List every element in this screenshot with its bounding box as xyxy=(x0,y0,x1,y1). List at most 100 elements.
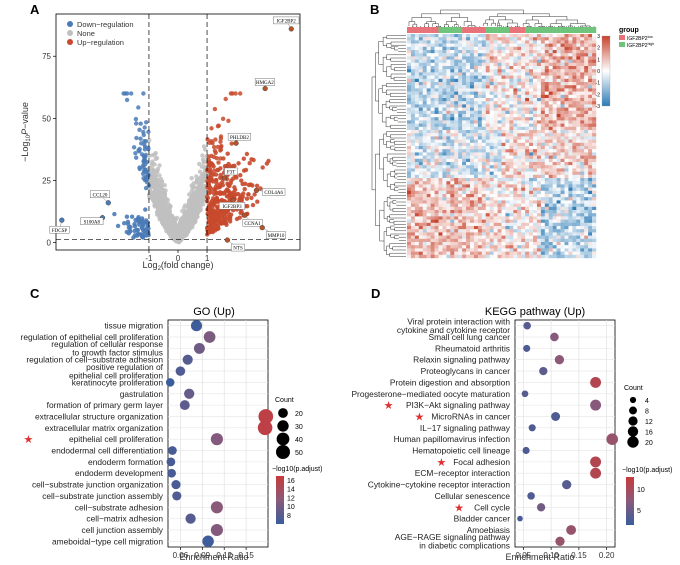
heatmap-cell xyxy=(442,171,447,175)
heatmap-cell xyxy=(513,85,518,89)
heatmap-cell xyxy=(544,56,549,60)
heatmap-cell xyxy=(588,126,593,131)
heatmap-cell xyxy=(418,117,423,121)
volcano-point xyxy=(209,126,214,131)
heatmap-cell xyxy=(548,56,553,60)
volcano-point xyxy=(137,146,142,152)
heatmap-cell xyxy=(434,110,439,115)
group-annotation-cell xyxy=(493,27,498,33)
heatmap-cell xyxy=(458,133,463,137)
heatmap-cell xyxy=(485,91,490,95)
heatmap-cell xyxy=(521,168,526,172)
heatmap-cell xyxy=(529,62,534,67)
heatmap-cell xyxy=(556,85,561,89)
heatmap-cell xyxy=(525,37,530,41)
heatmap-cell xyxy=(556,110,561,115)
heatmap-cell xyxy=(497,66,502,70)
heatmap-cell xyxy=(414,114,420,118)
heatmap-cell xyxy=(489,110,494,115)
heatmap-cell xyxy=(501,123,506,127)
heatmap-cell xyxy=(414,158,420,163)
heatmap-cell xyxy=(584,152,589,156)
volcano-point-up xyxy=(221,156,226,161)
heatmap-cell xyxy=(414,104,420,108)
heatmap-cell xyxy=(418,56,423,60)
heatmap-cell xyxy=(560,50,565,54)
heatmap-cell xyxy=(497,171,502,175)
heatmap-cell xyxy=(505,136,510,140)
heatmap-cell xyxy=(501,43,506,47)
heatmap-cell xyxy=(446,139,451,143)
heatmap-cell xyxy=(533,133,538,137)
heatmap-cell xyxy=(477,101,483,105)
heatmap-cell xyxy=(446,46,451,51)
volcano-point xyxy=(157,163,162,168)
group-annotation-cell xyxy=(552,27,557,33)
heatmap-cell xyxy=(513,114,518,118)
heatmap-cell xyxy=(446,62,451,67)
heatmap-cell xyxy=(454,146,459,150)
heatmap-cell xyxy=(544,165,549,169)
heatmap-cell xyxy=(592,165,597,169)
heatmap-cell xyxy=(477,133,483,137)
heatmap-cell xyxy=(493,181,498,185)
heatmap-cell xyxy=(450,165,455,169)
heatmap-cell xyxy=(505,59,510,63)
heatmap-cell xyxy=(442,142,447,147)
heatmap-cell xyxy=(434,53,439,57)
heatmap-cell xyxy=(458,142,463,147)
heatmap-cell xyxy=(418,149,423,153)
heatmap-cell xyxy=(548,120,553,124)
heatmap-cell xyxy=(497,40,502,44)
heatmap-cell xyxy=(580,78,585,83)
heatmap-cell xyxy=(588,178,593,182)
heatmap-cell xyxy=(489,130,494,134)
heatmap-cell xyxy=(540,69,546,73)
heatmap-cell xyxy=(481,178,486,182)
heatmap-cell xyxy=(466,184,471,188)
heatmap-cell xyxy=(473,162,479,166)
volcano-point-up xyxy=(208,162,214,168)
group-annotation-cell xyxy=(497,27,502,33)
heatmap-cell xyxy=(458,107,463,111)
heatmap-cell xyxy=(556,46,561,51)
heatmap-cell xyxy=(450,184,455,188)
heatmap-cell xyxy=(470,152,475,156)
heatmap-cell xyxy=(426,75,431,79)
heatmap-cell xyxy=(434,174,439,179)
heatmap-cell xyxy=(410,94,416,99)
heatmap-cell xyxy=(552,146,557,150)
heatmap-cell xyxy=(434,184,439,188)
heatmap-cell xyxy=(580,136,585,140)
heatmap-cell xyxy=(422,101,427,105)
heatmap-cell xyxy=(477,46,483,51)
heatmap-cell xyxy=(454,82,459,86)
heatmap-cell xyxy=(572,85,577,89)
heatmap-cell xyxy=(493,75,498,79)
heatmap-cell xyxy=(470,162,475,166)
heatmap-cell xyxy=(493,34,498,38)
heatmap-cell xyxy=(533,155,538,159)
heatmap-cell xyxy=(450,123,455,127)
heatmap-cell xyxy=(470,136,475,140)
heatmap-cell xyxy=(525,126,530,131)
heatmap-cell xyxy=(576,78,581,83)
heatmap-cell xyxy=(568,98,573,102)
heatmap-cell xyxy=(568,72,573,76)
heatmap-cell xyxy=(525,181,530,185)
heatmap-cell xyxy=(548,40,553,44)
heatmap-cell xyxy=(501,34,506,38)
heatmap-cell xyxy=(505,133,510,137)
heatmap-cell xyxy=(552,78,557,83)
heatmap-cell xyxy=(418,75,423,79)
heatmap-cell xyxy=(588,85,593,89)
heatmap-cell xyxy=(473,142,479,147)
heatmap-cell xyxy=(473,165,479,169)
heatmap-cell xyxy=(513,72,518,76)
heatmap-cell xyxy=(588,56,593,60)
heatmap-cell xyxy=(584,133,589,137)
heatmap-cell xyxy=(489,91,494,95)
heatmap-cell xyxy=(501,133,506,137)
heatmap-cell xyxy=(410,46,416,51)
heatmap-cell xyxy=(513,152,518,156)
